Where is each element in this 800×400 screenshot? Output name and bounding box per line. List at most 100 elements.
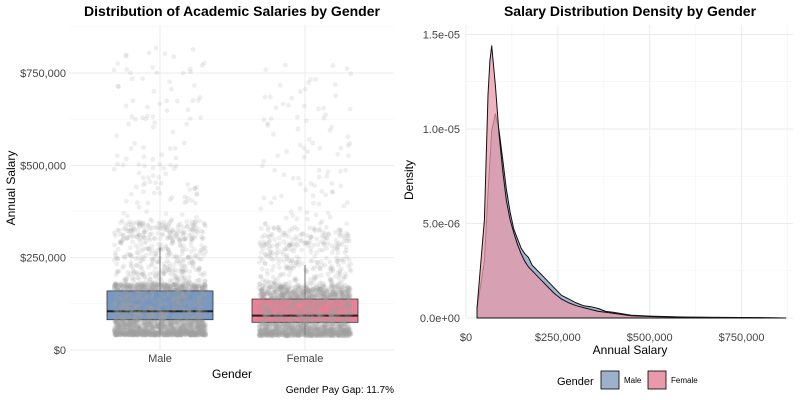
jitter-point xyxy=(288,247,294,253)
jitter-point xyxy=(181,257,187,262)
jitter-point xyxy=(186,332,192,338)
jitter-point xyxy=(129,263,134,269)
jitter-point xyxy=(141,154,147,160)
jitter-point xyxy=(179,294,185,300)
jitter-point xyxy=(131,233,137,239)
jitter-point xyxy=(115,332,120,338)
jitter-point xyxy=(312,183,317,189)
jitter-point xyxy=(325,169,331,175)
jitter-point xyxy=(158,276,163,282)
jitter-point xyxy=(344,200,350,206)
jitter-point xyxy=(297,89,303,94)
jitter-point xyxy=(280,101,286,107)
jitter-point xyxy=(191,235,196,241)
jitter-point xyxy=(117,320,123,326)
jitter-overlay xyxy=(111,281,354,338)
jitter-point xyxy=(329,181,335,187)
jitter-point xyxy=(313,212,319,218)
jitter-point xyxy=(159,323,165,328)
jitter-point xyxy=(126,332,132,338)
jitter-point xyxy=(167,323,173,328)
jitter-point xyxy=(158,314,163,320)
jitter-point xyxy=(272,195,277,201)
jitter-point xyxy=(138,258,144,263)
jitter-point xyxy=(147,226,153,232)
jitter-point xyxy=(283,215,289,221)
jitter-point xyxy=(329,250,335,255)
jitter-point xyxy=(153,265,158,271)
jitter-point xyxy=(179,248,185,254)
jitter-point xyxy=(148,323,154,329)
jitter-point xyxy=(119,325,125,331)
jitter-point xyxy=(156,329,162,335)
jitter-point xyxy=(122,327,128,333)
jitter-point xyxy=(323,192,329,198)
jitter-point xyxy=(137,331,143,337)
jitter-point xyxy=(194,286,199,291)
jitter-point xyxy=(181,263,187,269)
jitter-point xyxy=(155,321,160,327)
jitter-point xyxy=(183,300,189,306)
jitter-point xyxy=(136,289,142,295)
jitter-point xyxy=(345,134,351,140)
jitter-point xyxy=(123,321,129,326)
jitter-point xyxy=(319,219,325,224)
jitter-point xyxy=(136,281,142,286)
jitter-point xyxy=(168,321,174,327)
jitter-point xyxy=(129,328,135,333)
jitter-point xyxy=(286,272,292,278)
jitter-point xyxy=(348,261,354,267)
jitter-point xyxy=(184,219,190,225)
jitter-point xyxy=(299,261,305,266)
jitter-point xyxy=(115,268,121,274)
jitter-point xyxy=(123,283,129,289)
jitter-point xyxy=(200,320,206,325)
jitter-point xyxy=(146,247,152,252)
jitter-point xyxy=(140,285,146,291)
jitter-point xyxy=(164,282,170,288)
jitter-point xyxy=(177,331,183,337)
jitter-point xyxy=(280,232,285,238)
jitter-point xyxy=(197,218,202,224)
jitter-point xyxy=(191,282,197,288)
jitter-point xyxy=(161,261,167,266)
jitter-point xyxy=(170,129,176,135)
jitter-point xyxy=(271,131,276,137)
jitter-point xyxy=(145,200,151,206)
jitter-point xyxy=(150,248,156,254)
jitter-point xyxy=(188,332,194,338)
jitter-point xyxy=(311,200,316,206)
jitter-point xyxy=(112,242,117,248)
jitter-point xyxy=(183,329,189,335)
jitter-point xyxy=(175,224,181,230)
jitter-point xyxy=(299,247,305,253)
jitter-point xyxy=(170,240,176,246)
jitter-point xyxy=(144,332,150,338)
jitter-point xyxy=(162,324,168,330)
jitter-point xyxy=(182,332,188,337)
jitter-point xyxy=(185,255,191,261)
jitter-point xyxy=(128,226,134,232)
jitter-point xyxy=(136,204,142,210)
jitter-point xyxy=(136,170,142,176)
jitter-point xyxy=(133,304,138,310)
jitter-point xyxy=(194,330,200,336)
jitter-point xyxy=(195,326,201,332)
jitter-point xyxy=(176,236,182,242)
jitter-point xyxy=(193,290,199,296)
jitter-point xyxy=(345,236,351,242)
jitter-point xyxy=(134,234,140,240)
jitter-point xyxy=(348,71,354,77)
jitter-point xyxy=(131,326,136,332)
jitter-point xyxy=(303,187,309,193)
jitter-point xyxy=(126,222,131,227)
jitter-point xyxy=(324,173,329,179)
jitter-point xyxy=(139,248,145,254)
jitter-point xyxy=(163,329,169,335)
jitter-point xyxy=(114,319,119,325)
jitter-point xyxy=(168,319,174,324)
jitter-point xyxy=(120,162,126,168)
jitter-point xyxy=(344,66,350,72)
jitter-point xyxy=(169,277,175,283)
jitter-point xyxy=(155,331,160,337)
